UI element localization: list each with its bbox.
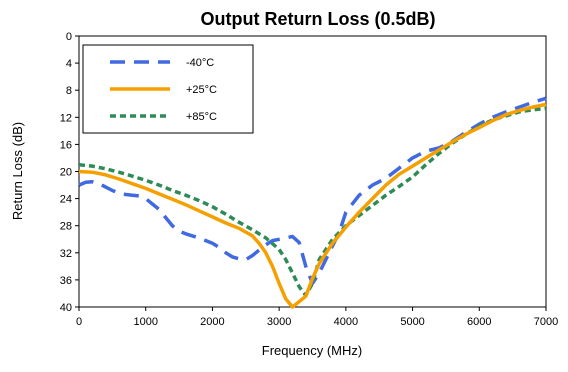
x-tick-label: 5000	[400, 316, 424, 328]
y-tick-label: 40	[60, 302, 72, 314]
x-tick-label: 4000	[334, 316, 358, 328]
y-tick-label: 32	[60, 248, 72, 260]
y-tick-label: 28	[60, 221, 72, 233]
series-lines	[78, 96, 547, 309]
legend-label-1: +25°C	[186, 84, 217, 96]
x-tick-label: 7000	[534, 316, 558, 328]
y-tick-label: 24	[60, 194, 72, 206]
chart-title: Output Return Loss (0.5dB)	[201, 9, 436, 29]
x-tick-label: 1000	[133, 316, 157, 328]
series-line-1	[78, 102, 547, 309]
y-tick-label: 4	[66, 58, 72, 70]
y-tick-label: 36	[60, 275, 72, 287]
y-tick-label: 12	[60, 112, 72, 124]
x-axis-label: Frequency (MHz)	[262, 343, 362, 358]
y-tick-label: 8	[66, 85, 72, 97]
y-tick-label: 0	[66, 31, 72, 43]
x-tick-label: 0	[76, 316, 82, 328]
y-tick-label: 16	[60, 139, 72, 151]
y-axis: 0 4 8 12 16 20 24 28 32 36 40	[60, 31, 79, 314]
y-tick-label: 20	[60, 167, 72, 179]
y-axis-label: Return Loss (dB)	[10, 122, 25, 220]
x-axis: 0 1000 2000 3000 4000 5000 6000 7000	[76, 307, 558, 328]
x-tick-label: 6000	[467, 316, 491, 328]
x-tick-label: 2000	[200, 316, 224, 328]
legend-label-2: +85°C	[186, 111, 217, 123]
legend-label-0: -40°C	[186, 57, 214, 69]
legend: -40°C +25°C +85°C	[82, 44, 254, 134]
x-tick-label: 3000	[267, 316, 291, 328]
